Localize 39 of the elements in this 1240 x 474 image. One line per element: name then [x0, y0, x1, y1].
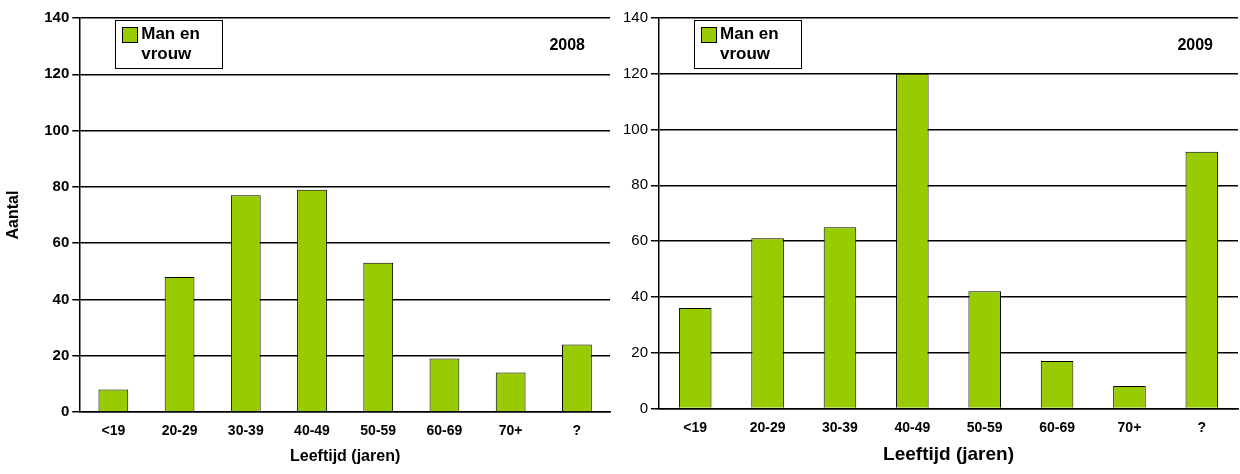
y-tick-label: 120	[44, 64, 70, 82]
y-tick-label: 0	[639, 398, 649, 416]
y-tick-label: 100	[44, 120, 70, 138]
legend-label: Man en vrouw	[720, 24, 780, 64]
text: 2008	[549, 36, 586, 54]
x-tick-label: 30-39	[822, 418, 859, 435]
y-tick-label: 20	[52, 345, 70, 363]
x-tick-label: ?	[572, 422, 582, 439]
x-tick-label: 50-59	[360, 422, 397, 439]
x-axis-title: Leeftijd (jaren)	[883, 442, 1014, 464]
x-tick-label: 70+	[498, 422, 523, 439]
x-tick-label: 20-29	[161, 422, 198, 439]
y-tick-label: 140	[44, 8, 70, 26]
x-tick-label: 30-39	[227, 422, 264, 439]
y-axis-title: Aantal	[4, 190, 22, 240]
legend-label: Man en vrouw	[141, 24, 201, 64]
y-tick-label: 60	[52, 233, 70, 251]
y-tick-label: 60	[631, 231, 649, 249]
y-tick-label: 80	[631, 175, 649, 193]
x-tick-label: 50-59	[966, 418, 1003, 435]
x-tick-label: 40-49	[894, 418, 931, 435]
y-tick-label: 0	[60, 402, 70, 420]
x-tick-label: ?	[1197, 418, 1207, 435]
x-tick-label: <19	[101, 422, 126, 439]
y-tick-label: 140	[623, 8, 649, 26]
x-tick-label: 70+	[1117, 418, 1142, 435]
y-tick-label: 20	[631, 342, 649, 360]
y-tick-label: 80	[52, 177, 70, 194]
x-axis-title: Leeftijd (jaren)	[290, 446, 401, 464]
y-tick-label: 100	[623, 119, 649, 137]
x-tick-label: 60-69	[426, 422, 463, 439]
y-tick-label: 40	[631, 287, 649, 304]
y-tick-label: 120	[623, 63, 649, 81]
x-tick-label: 20-29	[749, 418, 786, 435]
x-tick-label: 40-49	[294, 422, 331, 439]
x-tick-label: <19	[683, 418, 708, 435]
text: 2009	[1177, 36, 1214, 54]
x-tick-label: 60-69	[1039, 418, 1076, 435]
y-tick-label: 40	[52, 289, 70, 307]
